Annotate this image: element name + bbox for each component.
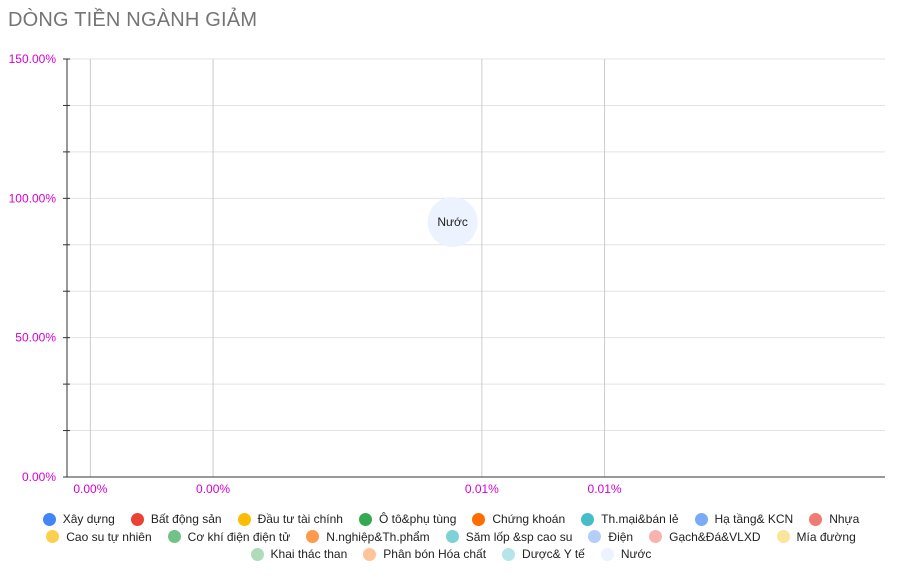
legend-label: Xây dựng <box>62 512 115 526</box>
legend-swatch <box>46 530 60 543</box>
y-tick-label: 0.00% <box>22 470 56 484</box>
legend-item[interactable]: Bất động sản <box>130 511 222 527</box>
legend-item[interactable]: Xây dựng <box>42 511 115 527</box>
legend-label: Nước <box>620 547 652 561</box>
legend-label: Hạ tầng& KCN <box>714 512 794 526</box>
legend-label: Dược& Y tế <box>522 547 585 561</box>
chart-plot: 0.00% 50.00% 100.00% 150.00% 0.00% 0.00% 0.01%… <box>9 52 885 496</box>
legend-label: Bất động sản <box>150 512 222 526</box>
legend-label: Điện <box>608 529 634 544</box>
legend-swatch <box>237 512 251 526</box>
legend-label: Đầu tư tài chính <box>257 512 343 526</box>
legend-item[interactable]: Nhựa <box>809 511 859 527</box>
legend-row: Cao su tự nhiên Cơ khí điện điện tử N.nghi… <box>20 529 882 545</box>
legend-label: Cơ khí điện điện tử <box>187 529 291 544</box>
legend-item[interactable]: Điện <box>588 529 633 545</box>
legend-swatch <box>363 547 377 561</box>
legend-label: Gạch&Đá&VLXD <box>669 529 761 544</box>
bubble-layer: Nước <box>427 197 478 248</box>
legend-item[interactable]: N.nghiệp&Th.phẩm <box>306 529 430 545</box>
legend-swatch <box>694 512 708 526</box>
legend-swatch <box>358 512 372 526</box>
legend-row: Xây dựng Bất động sản Đầu tư tài chính Ô tô… <box>20 511 882 527</box>
legend-row: Khai thác than Phân bón Hóa chất Dược& Y t… <box>20 546 882 562</box>
legend-item[interactable]: Phân bón Hóa chất <box>363 546 486 562</box>
legend-item[interactable]: Cơ khí điện điện tử <box>167 529 291 545</box>
y-tick-label: 150.00% <box>9 52 57 66</box>
x-tick-label: 0.01% <box>588 482 622 496</box>
y-tick-label: 100.00% <box>9 191 57 205</box>
grid-layer <box>67 58 885 478</box>
legend-item[interactable]: Chứng khoán <box>472 511 565 527</box>
legend-item[interactable]: Cao su tự nhiên <box>46 529 152 545</box>
legend-item[interactable]: Mía đường <box>776 529 856 545</box>
y-tick-label: 50.00% <box>15 331 56 345</box>
legend-swatch <box>42 512 56 526</box>
legend-item[interactable]: Hạ tầng& KCN <box>694 511 794 527</box>
legend-label: Chứng khoán <box>492 512 566 526</box>
legend-swatch <box>502 547 516 561</box>
x-tick-label: 0.00% <box>73 482 107 496</box>
bubble-label: Nước <box>437 215 468 229</box>
legend-item[interactable]: Gạch&Đá&VLXD <box>649 529 761 545</box>
legend-swatch <box>809 512 823 526</box>
legend-swatch <box>445 530 459 543</box>
legend-swatch <box>588 530 602 543</box>
legend-label: Nhựa <box>829 512 860 526</box>
bubble-point <box>427 197 478 248</box>
legend-item[interactable]: Khai thác than <box>250 546 348 562</box>
legend-label: Ô tô&phụ tùng <box>378 512 457 526</box>
tick-labels: 0.00% 50.00% 100.00% 150.00% 0.00% 0.00% 0.01%… <box>9 52 622 496</box>
chart-legend: Xây dựng Bất động sản Đầu tư tài chính Ô tô… <box>20 511 882 564</box>
legend-swatch <box>250 547 264 561</box>
legend-label: Mía đường <box>796 529 856 544</box>
legend-item[interactable]: Th.mại&bán lẻ <box>581 511 679 527</box>
axis-layer <box>63 58 885 478</box>
legend-item[interactable]: Đầu tư tài chính <box>237 511 343 527</box>
chart-title: DÒNG TIỀN NGÀNH GIẢM <box>8 9 258 31</box>
legend-item[interactable]: Dược& Y tế <box>502 546 585 562</box>
legend-swatch <box>306 530 320 543</box>
legend-label: Cao su tự nhiên <box>66 529 152 544</box>
legend-item[interactable]: Săm lốp &sp cao su <box>445 529 573 545</box>
legend-label: Phân bón Hóa chất <box>383 547 487 561</box>
legend-swatch <box>649 530 663 543</box>
legend-label: Th.mại&bán lẻ <box>601 512 679 526</box>
legend-item[interactable]: Nước <box>600 546 652 562</box>
legend-swatch <box>600 547 614 561</box>
legend-label: Khai thác than <box>270 547 348 561</box>
x-tick-label: 0.00% <box>196 482 230 496</box>
legend-swatch <box>130 512 144 526</box>
legend-label: N.nghiệp&Th.phẩm <box>326 529 430 544</box>
legend-swatch <box>167 530 181 543</box>
legend-swatch <box>472 512 486 526</box>
legend-item[interactable]: Ô tô&phụ tùng <box>358 511 457 527</box>
x-tick-label: 0.01% <box>465 482 499 496</box>
legend-swatch <box>776 530 790 543</box>
legend-label: Săm lốp &sp cao su <box>465 529 573 544</box>
legend-swatch <box>581 512 595 526</box>
